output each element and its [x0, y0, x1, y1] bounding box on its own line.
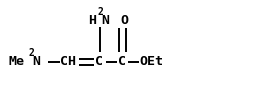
Text: CH: CH — [60, 55, 76, 68]
Text: H: H — [88, 14, 96, 27]
Text: C: C — [95, 55, 103, 68]
Text: N: N — [32, 55, 40, 68]
Text: OEt: OEt — [139, 55, 163, 68]
Text: C: C — [118, 55, 126, 68]
Text: 2: 2 — [28, 47, 34, 58]
Text: 2: 2 — [97, 7, 103, 17]
Text: O: O — [120, 14, 128, 27]
Text: Me: Me — [8, 55, 24, 68]
Text: N: N — [101, 14, 109, 27]
